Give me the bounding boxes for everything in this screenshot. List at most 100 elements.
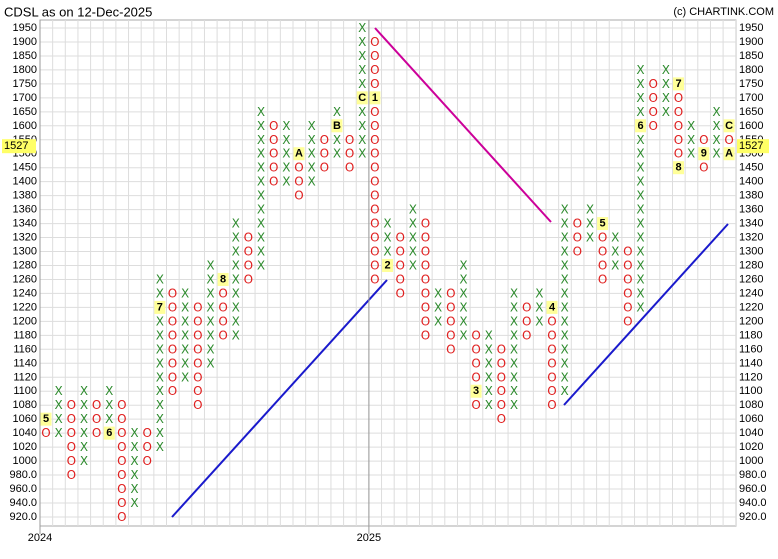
o-box: O: [497, 412, 506, 426]
x-box: X: [409, 203, 417, 217]
o-box: O: [117, 468, 126, 482]
x-box: X: [257, 258, 265, 272]
x-box: X: [282, 161, 290, 175]
o-box: O: [497, 356, 506, 370]
y-tick-label-right: 1080: [739, 399, 763, 411]
y-tick-label: 1240: [13, 287, 37, 299]
o-box: O: [497, 342, 506, 356]
o-box: O: [370, 35, 379, 49]
o-box: O: [598, 272, 607, 286]
x-box: X: [55, 412, 63, 426]
x-box: X: [535, 300, 543, 314]
x-box: X: [333, 105, 341, 119]
y-tick-label-right: 1220: [739, 301, 763, 313]
x-box: X: [485, 356, 493, 370]
x-box: X: [712, 133, 720, 147]
o-box: O: [724, 133, 733, 147]
o-box: O: [598, 258, 607, 272]
o-box: O: [471, 356, 480, 370]
y-tick-label-right: 1180: [739, 329, 763, 341]
month-marker-bg: [331, 119, 343, 133]
x-box: X: [510, 328, 518, 342]
o-box: O: [446, 328, 455, 342]
o-box: O: [421, 328, 430, 342]
x-box: X: [156, 314, 164, 328]
x-box: X: [459, 300, 467, 314]
y-tick-label-right: 980.0: [739, 469, 767, 481]
y-tick-label: 1700: [13, 92, 37, 104]
o-box: O: [244, 231, 253, 245]
y-tick-label: 980.0: [9, 469, 37, 481]
x-box: X: [409, 231, 417, 245]
x-box: X: [105, 398, 113, 412]
o-box: O: [117, 510, 126, 524]
x-box: X: [586, 203, 594, 217]
x-box: X: [636, 245, 644, 259]
o-box: O: [67, 398, 76, 412]
o-box: O: [421, 258, 430, 272]
x-box: X: [434, 314, 442, 328]
o-box: O: [67, 468, 76, 482]
x-box: X: [232, 328, 240, 342]
y-tick-label: 1900: [13, 36, 37, 48]
o-box: O: [699, 161, 708, 175]
o-box: O: [193, 300, 202, 314]
x-box: X: [636, 272, 644, 286]
y-tick-label: 1180: [13, 329, 37, 341]
x-box: X: [232, 314, 240, 328]
o-box: O: [370, 161, 379, 175]
x-box: X: [459, 286, 467, 300]
x-box: X: [383, 231, 391, 245]
x-box: X: [156, 440, 164, 454]
y-tick-label: 1800: [13, 64, 37, 76]
o-box: O: [193, 328, 202, 342]
x-box: X: [206, 356, 214, 370]
o-box: O: [117, 482, 126, 496]
x-box: X: [156, 426, 164, 440]
x-box: X: [181, 356, 189, 370]
x-box: X: [232, 300, 240, 314]
month-marker: 7: [675, 78, 681, 90]
x-box: X: [358, 21, 366, 35]
x-box: X: [561, 328, 569, 342]
o-box: O: [522, 314, 531, 328]
support-line: [171, 279, 388, 518]
x-box: X: [636, 189, 644, 203]
x-box: X: [308, 119, 316, 133]
o-box: O: [269, 147, 278, 161]
x-box: X: [409, 245, 417, 259]
y-tick-label-right: 1450: [739, 162, 763, 174]
month-marker-bg: [103, 426, 115, 440]
y-tick-label: 1650: [13, 106, 37, 118]
y-tick-label: 1100: [13, 385, 37, 397]
y-tick-label: 1380: [13, 190, 37, 202]
x-box: X: [206, 272, 214, 286]
y-tick-label: 1950: [13, 22, 37, 34]
x-box: X: [510, 342, 518, 356]
o-box: O: [370, 147, 379, 161]
o-box: O: [117, 398, 126, 412]
o-box: O: [623, 245, 632, 259]
o-box: O: [395, 231, 404, 245]
last-price: 1527: [4, 140, 28, 152]
o-box: O: [421, 217, 430, 231]
x-box: X: [232, 272, 240, 286]
month-marker: 7: [157, 301, 163, 313]
o-box: O: [370, 77, 379, 91]
o-box: O: [471, 328, 480, 342]
month-marker-bg: [546, 300, 558, 314]
month-marker: C: [725, 120, 733, 132]
month-marker: 6: [637, 120, 643, 132]
x-box: X: [257, 189, 265, 203]
month-marker-bg: [698, 147, 710, 161]
month-marker: 5: [600, 218, 606, 230]
x-box: X: [561, 342, 569, 356]
x-box: X: [80, 454, 88, 468]
y-tick-label: 960.0: [9, 483, 37, 495]
o-box: O: [193, 398, 202, 412]
x-box: X: [561, 314, 569, 328]
o-box: O: [218, 314, 227, 328]
o-box: O: [370, 175, 379, 189]
o-box: O: [320, 147, 329, 161]
o-box: O: [142, 454, 151, 468]
